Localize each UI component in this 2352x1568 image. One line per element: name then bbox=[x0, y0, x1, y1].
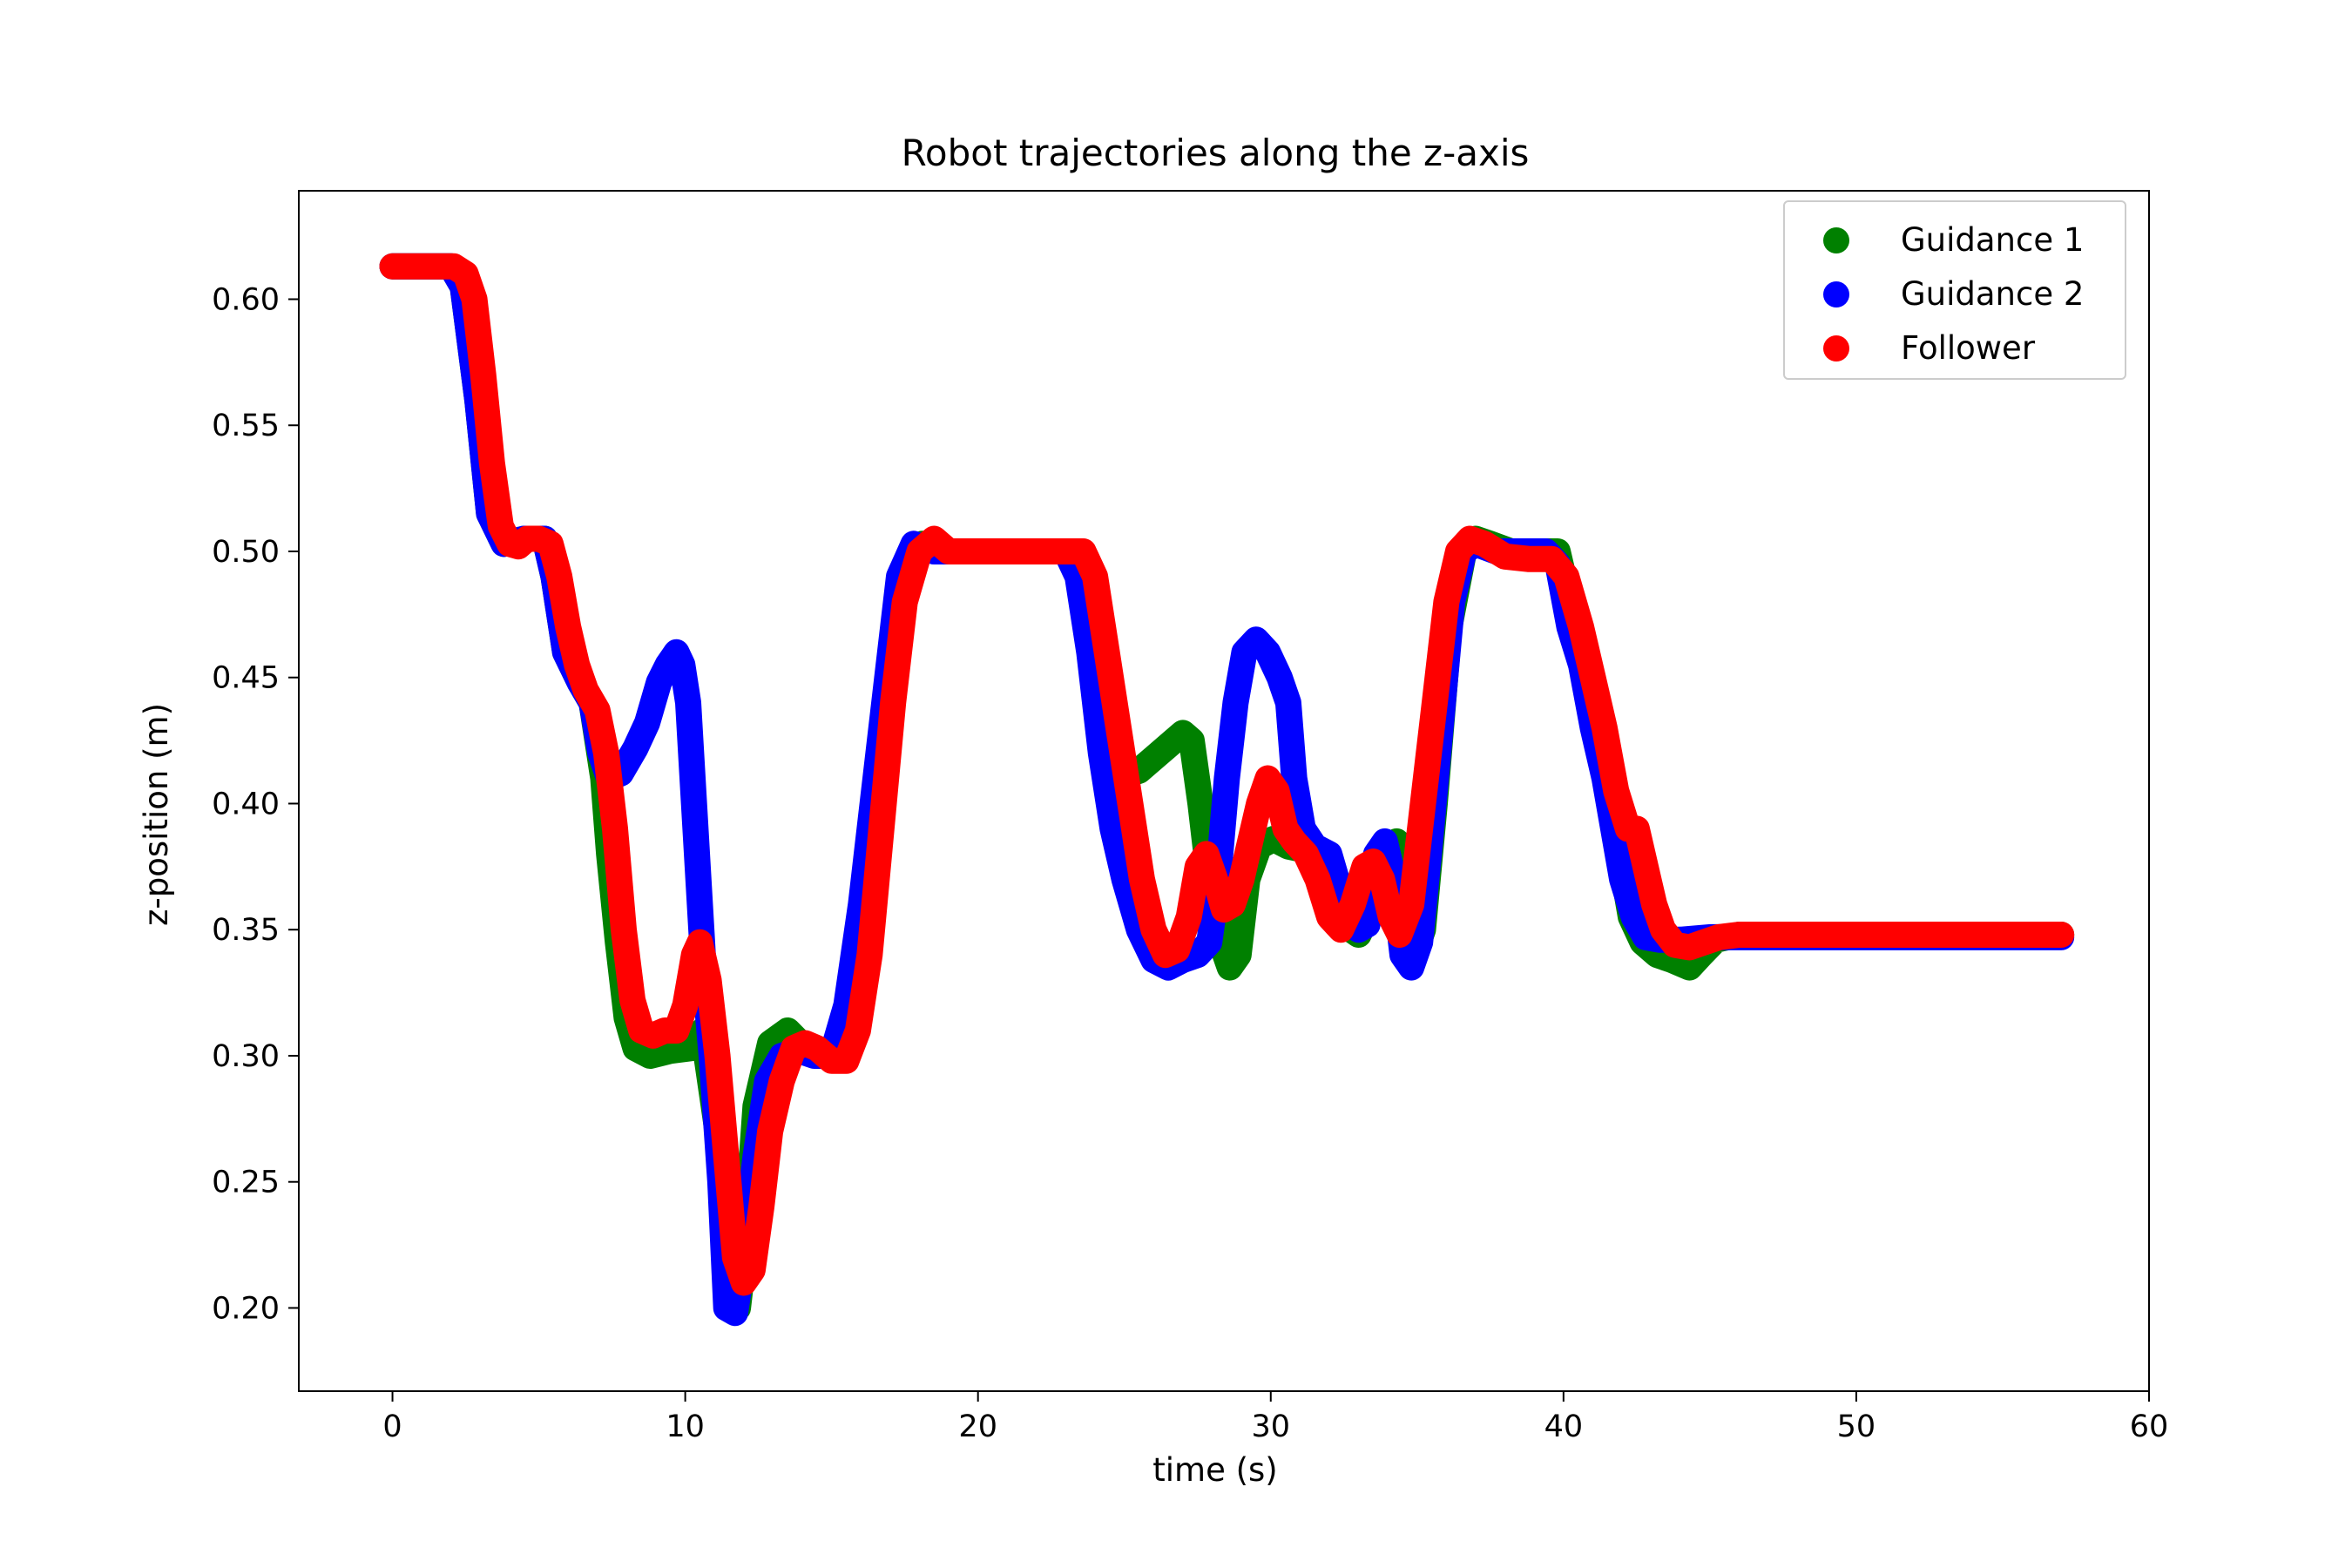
y-tick-label: 0.30 bbox=[212, 1039, 280, 1074]
legend-marker-guidance-1 bbox=[1823, 227, 1849, 253]
legend-marker-follower bbox=[1823, 335, 1849, 362]
x-tick-label: 30 bbox=[1251, 1409, 1290, 1444]
plot-area bbox=[379, 253, 2075, 1327]
x-tick-label: 50 bbox=[1837, 1409, 1876, 1444]
x-tick-label: 10 bbox=[666, 1409, 705, 1444]
y-tick-label: 0.25 bbox=[212, 1166, 280, 1200]
y-tick-label: 0.35 bbox=[212, 913, 280, 948]
y-axis-label: z-position (m) bbox=[138, 703, 175, 926]
y-tick-label: 0.20 bbox=[212, 1291, 280, 1326]
legend-marker-guidance-2 bbox=[1823, 281, 1849, 308]
axes: 0 10 20 30 40 50 60 0.20 0.25 0.30 0.35 0.40 0.45 0.5… bbox=[212, 190, 2169, 1444]
legend: Guidance 1 Guidance 2 Follower bbox=[1783, 200, 2126, 380]
legend-label-guidance-1: Guidance 1 bbox=[1901, 221, 2084, 259]
y-tick-label: 0.55 bbox=[212, 409, 280, 443]
x-tick-label: 40 bbox=[1544, 1409, 1584, 1444]
chart-title: Robot trajectories along the z-axis bbox=[902, 132, 1530, 174]
y-tick-label: 0.45 bbox=[212, 661, 280, 696]
x-axis-label: time (s) bbox=[1152, 1451, 1278, 1489]
y-tick-label: 0.50 bbox=[212, 535, 280, 570]
y-tick-label: 0.60 bbox=[212, 282, 280, 317]
x-tick-label: 60 bbox=[2130, 1409, 2169, 1444]
legend-label-guidance-2: Guidance 2 bbox=[1901, 275, 2084, 313]
series-group bbox=[379, 253, 2075, 1327]
legend-label-follower: Follower bbox=[1901, 329, 2036, 367]
legend-box bbox=[1783, 200, 2126, 380]
series-follower bbox=[379, 253, 2075, 1296]
y-tick-label: 0.40 bbox=[212, 787, 280, 821]
x-tick-label: 0 bbox=[382, 1409, 402, 1444]
axes-frame bbox=[298, 190, 2150, 1392]
x-tick-label: 20 bbox=[958, 1409, 997, 1444]
